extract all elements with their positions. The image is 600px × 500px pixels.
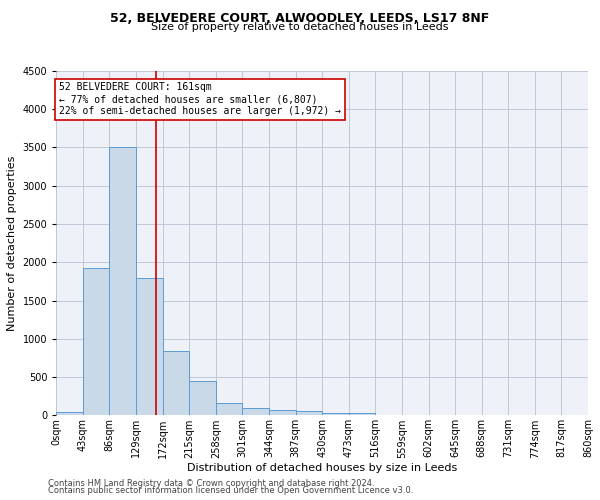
Bar <box>242 408 269 416</box>
Bar <box>83 268 109 416</box>
Text: 52, BELVEDERE COURT, ALWOODLEY, LEEDS, LS17 8NF: 52, BELVEDERE COURT, ALWOODLEY, LEEDS, L… <box>110 12 490 26</box>
Bar <box>163 351 189 416</box>
Bar <box>56 412 83 416</box>
Bar <box>189 380 216 416</box>
Bar <box>296 411 322 416</box>
Bar <box>322 412 349 416</box>
Bar <box>109 148 136 416</box>
Bar <box>216 402 242 415</box>
Text: 52 BELVEDERE COURT: 161sqm
← 77% of detached houses are smaller (6,807)
22% of s: 52 BELVEDERE COURT: 161sqm ← 77% of deta… <box>59 82 341 116</box>
Bar <box>269 410 296 416</box>
Text: Contains HM Land Registry data © Crown copyright and database right 2024.: Contains HM Land Registry data © Crown c… <box>48 478 374 488</box>
X-axis label: Distribution of detached houses by size in Leeds: Distribution of detached houses by size … <box>187 463 457 473</box>
Text: Contains public sector information licensed under the Open Government Licence v3: Contains public sector information licen… <box>48 486 413 495</box>
Y-axis label: Number of detached properties: Number of detached properties <box>7 156 17 331</box>
Bar <box>349 413 376 416</box>
Text: Size of property relative to detached houses in Leeds: Size of property relative to detached ho… <box>151 22 449 32</box>
Bar <box>136 278 163 415</box>
